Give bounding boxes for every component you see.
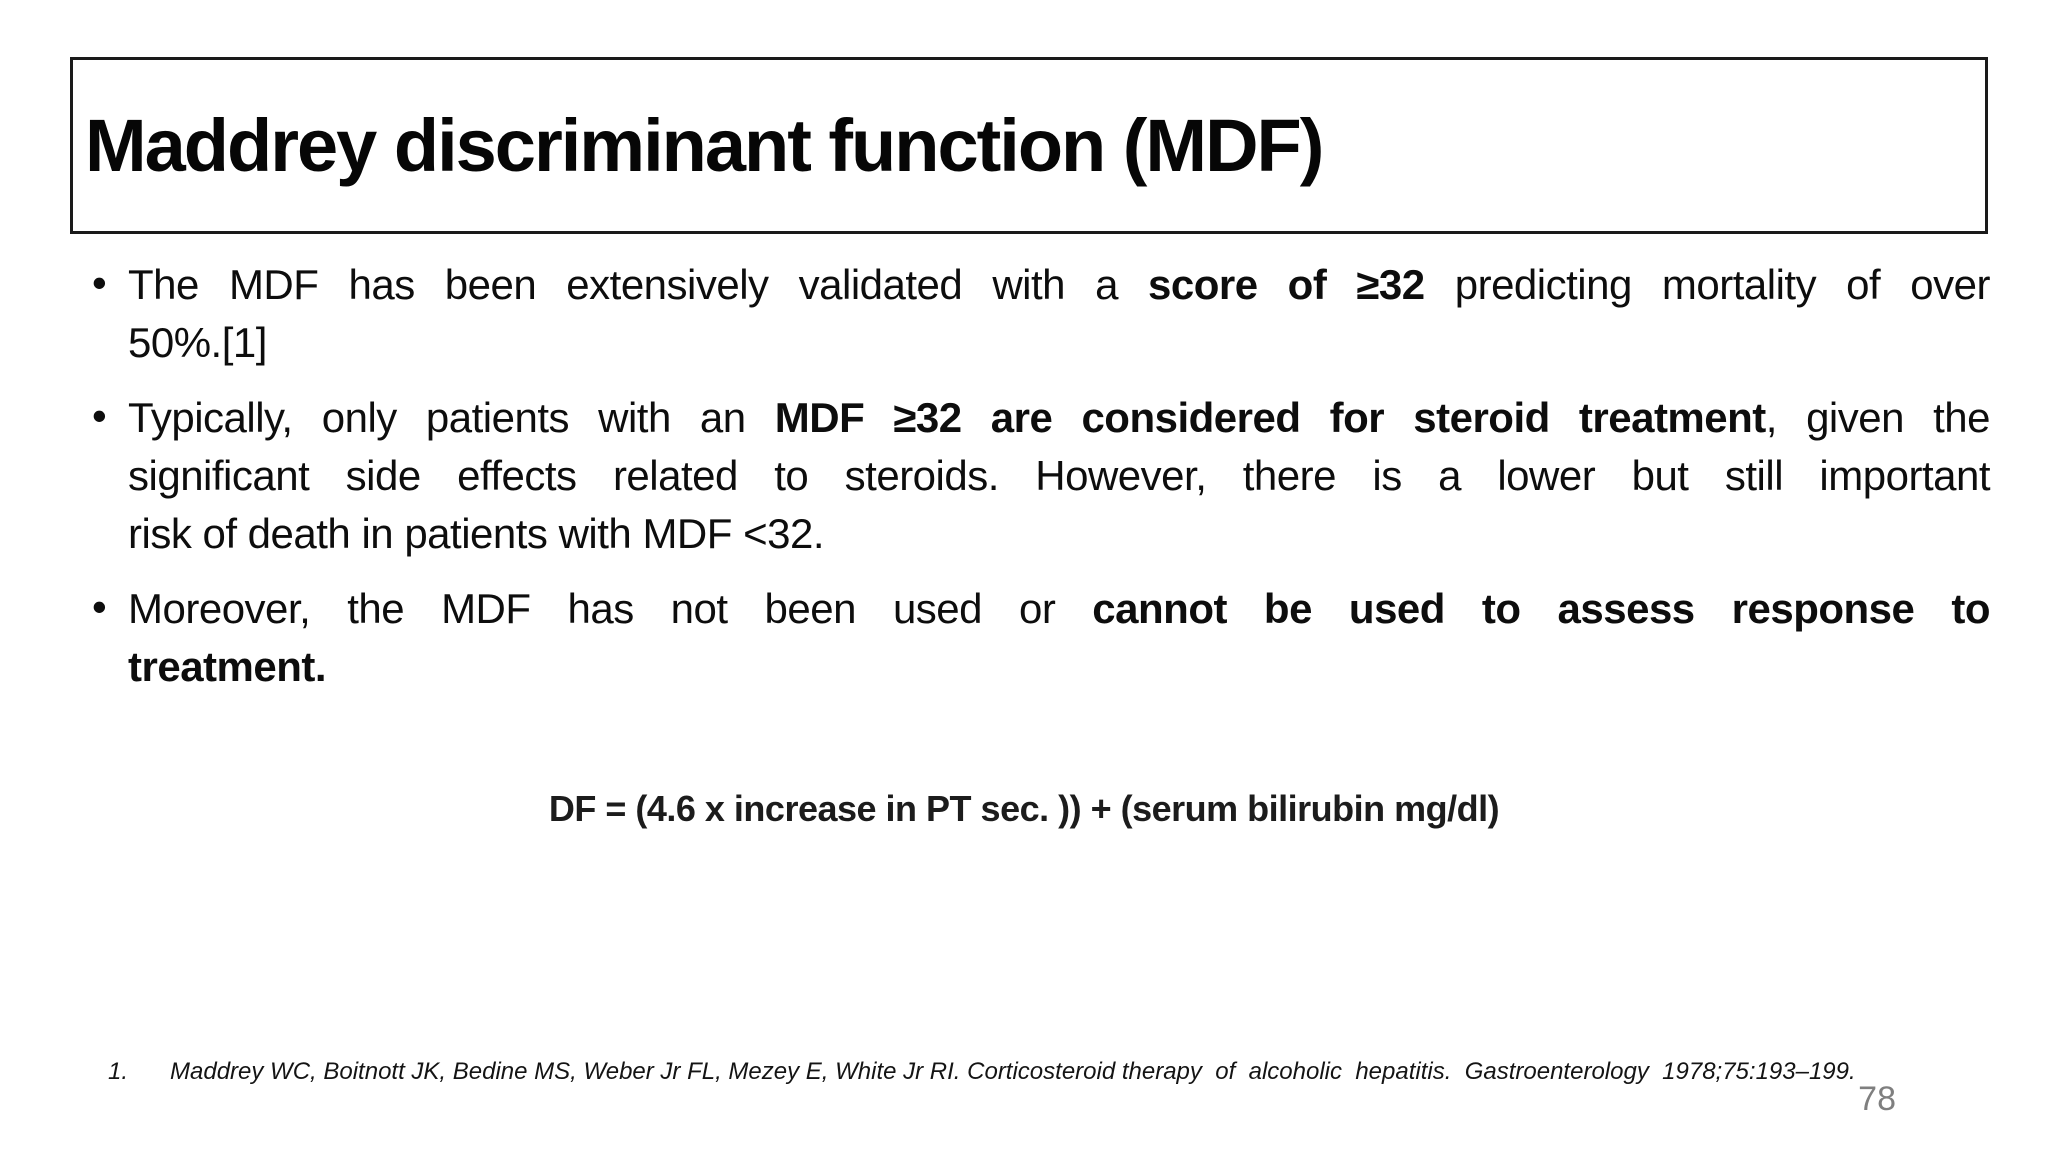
bullet-icon: •: [92, 583, 107, 630]
bullet-line: risk of death in patients with MDF <32.: [128, 505, 1990, 563]
text-segment: 50%.[1]: [128, 319, 267, 366]
reference-number: 1.: [108, 1058, 129, 1085]
bullet-line: significant side effects related to ster…: [128, 447, 1991, 505]
reference-text: Maddrey WC, Boitnott JK, Bedine MS, Webe…: [170, 1058, 1856, 1085]
bullet-item-mdf-validated: • The MDF has been extensively validated…: [92, 256, 1990, 372]
text-segment: significant side effects related to ster…: [128, 452, 1991, 499]
mdf-formula: DF = (4.6 x increase in PT sec. )) + (se…: [548, 788, 1500, 829]
bullet-icon: •: [92, 259, 107, 306]
bullet-line: The MDF has been extensively validated w…: [128, 256, 1990, 314]
bullet-line: 50%.[1]: [128, 314, 1990, 372]
text-segment-bold: treatment.: [128, 643, 327, 690]
text-segment: predicting mortality of over: [1424, 261, 1991, 308]
page-number: 78: [1858, 1080, 1896, 1118]
text-segment: risk of death in patients with MDF <32.: [128, 510, 825, 557]
bullet-item-assess-response: • Moreover, the MDF has not been used or…: [92, 580, 1990, 696]
bullet-text: The MDF has been extensively validated w…: [128, 256, 1990, 372]
bullet-line: Typically, only patients with an MDF ≥32…: [128, 389, 1991, 447]
text-segment: Moreover, the MDF has not been used or: [128, 585, 1093, 632]
reference-citation: 1. Maddrey WC, Boitnott JK, Bedine MS, W…: [108, 1058, 1856, 1086]
text-segment: The MDF has been extensively validated w…: [128, 261, 1149, 308]
bullet-icon: •: [92, 392, 107, 439]
title-box: Maddrey discriminant function (MDF): [70, 57, 1988, 234]
text-segment-bold: score of ≥32: [1148, 261, 1425, 308]
text-segment: , given the: [1765, 394, 1991, 441]
text-segment: Typically, only patients with an: [128, 394, 775, 441]
bullet-line: treatment.: [128, 638, 1990, 696]
text-segment-bold: cannot be used to assess response to: [1092, 585, 1990, 632]
bullet-item-steroid-treatment: • Typically, only patients with an MDF ≥…: [92, 389, 1991, 563]
bullet-text: Typically, only patients with an MDF ≥32…: [128, 389, 1991, 563]
text-segment-bold: MDF ≥32 are considered for steroid treat…: [774, 394, 1767, 441]
bullet-list: • The MDF has been extensively validated…: [92, 256, 1991, 713]
bullet-line: Moreover, the MDF has not been used or c…: [128, 580, 1990, 638]
page-title: Maddrey discriminant function (MDF): [85, 104, 1324, 187]
bullet-text: Moreover, the MDF has not been used or c…: [128, 580, 1990, 696]
